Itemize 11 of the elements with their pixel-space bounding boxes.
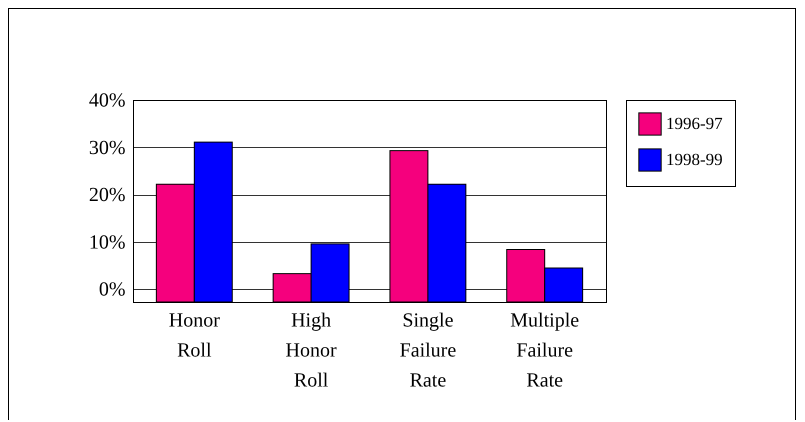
- y-tick-label: 0%: [98, 278, 126, 301]
- y-tick-label: 20%: [88, 184, 126, 206]
- legend-label: 1996-97: [666, 114, 724, 133]
- x-tick-label: Multiple Failure Rate: [510, 310, 580, 392]
- y-tick-label: 30%: [88, 136, 126, 159]
- y-tick-label: 40%: [88, 90, 126, 112]
- legend-label: 1998-99: [666, 150, 723, 169]
- x-tick-label: Single Failure Rate: [400, 310, 456, 392]
- y-tick-label: 10%: [88, 231, 126, 254]
- x-tick-label: High Honor Roll: [286, 310, 337, 392]
- x-tick-label: Honor Roll: [168, 310, 220, 362]
